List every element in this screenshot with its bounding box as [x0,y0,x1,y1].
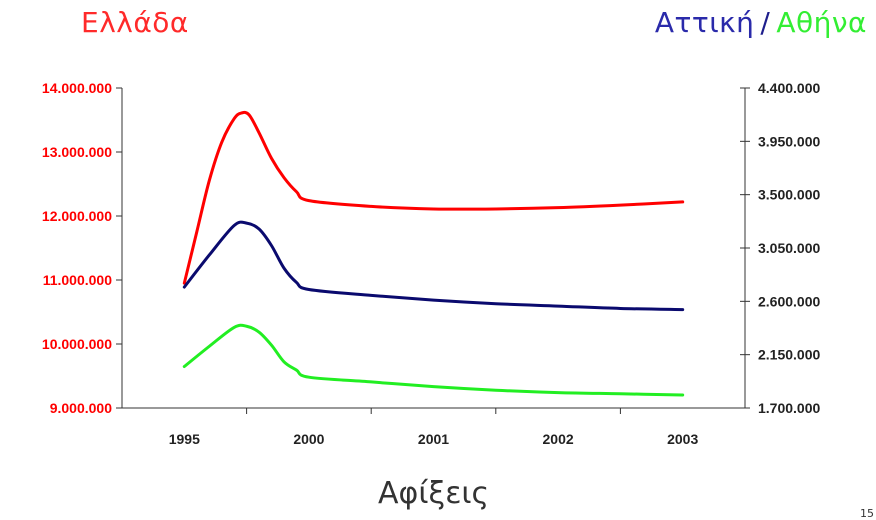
title-separator: / [760,6,771,39]
left-y-tick-label: 12.000.000 [42,208,112,224]
left-y-tick-label: 13.000.000 [42,144,112,160]
right-y-tick-label: 4.400.000 [758,80,820,96]
title-attiki: Αττική [654,6,755,39]
chart-series-lines [182,110,685,397]
left-y-tick-label: 10.000.000 [42,336,112,352]
right-y-tick-label: 3.500.000 [758,187,820,203]
x-axis-label: Αφίξεις [378,476,490,511]
left-y-tick-label: 11.000.000 [43,272,113,288]
page-number: 15 [860,507,874,520]
x-tick-label: 2003 [667,431,698,447]
title-greece: Ελλάδα [81,6,189,39]
x-tick-label: 2002 [543,431,574,447]
right-y-tick-label: 2.600.000 [758,293,820,309]
left-y-tick-label: 14.000.000 [42,80,112,96]
x-tick-label: 1995 [169,431,200,447]
right-y-tick-label: 3.050.000 [758,240,820,256]
right-y-tick-label: 2.150.000 [758,347,820,363]
title-athens: Αθήνα [776,6,867,39]
right-y-tick-label: 1.700.000 [758,400,820,416]
left-y-tick-label: 9.000.000 [50,400,112,416]
chart-tick-labels: 9.000.000 10.000.000 11.000.000 12.000.000 1… [42,80,821,447]
title-attiki-athens: Αττική / Αθήνα [655,6,867,39]
x-tick-label: 2000 [293,431,324,447]
series-line-1 [182,110,685,285]
x-tick-label: 2001 [418,431,449,447]
series-line-3 [182,323,685,397]
chart-axes [116,87,750,414]
series-line-2 [182,220,685,312]
right-y-tick-label: 3.950.000 [758,133,820,149]
